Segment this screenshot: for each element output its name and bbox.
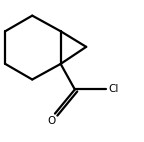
Text: Cl: Cl — [108, 84, 119, 94]
Text: O: O — [47, 116, 56, 126]
